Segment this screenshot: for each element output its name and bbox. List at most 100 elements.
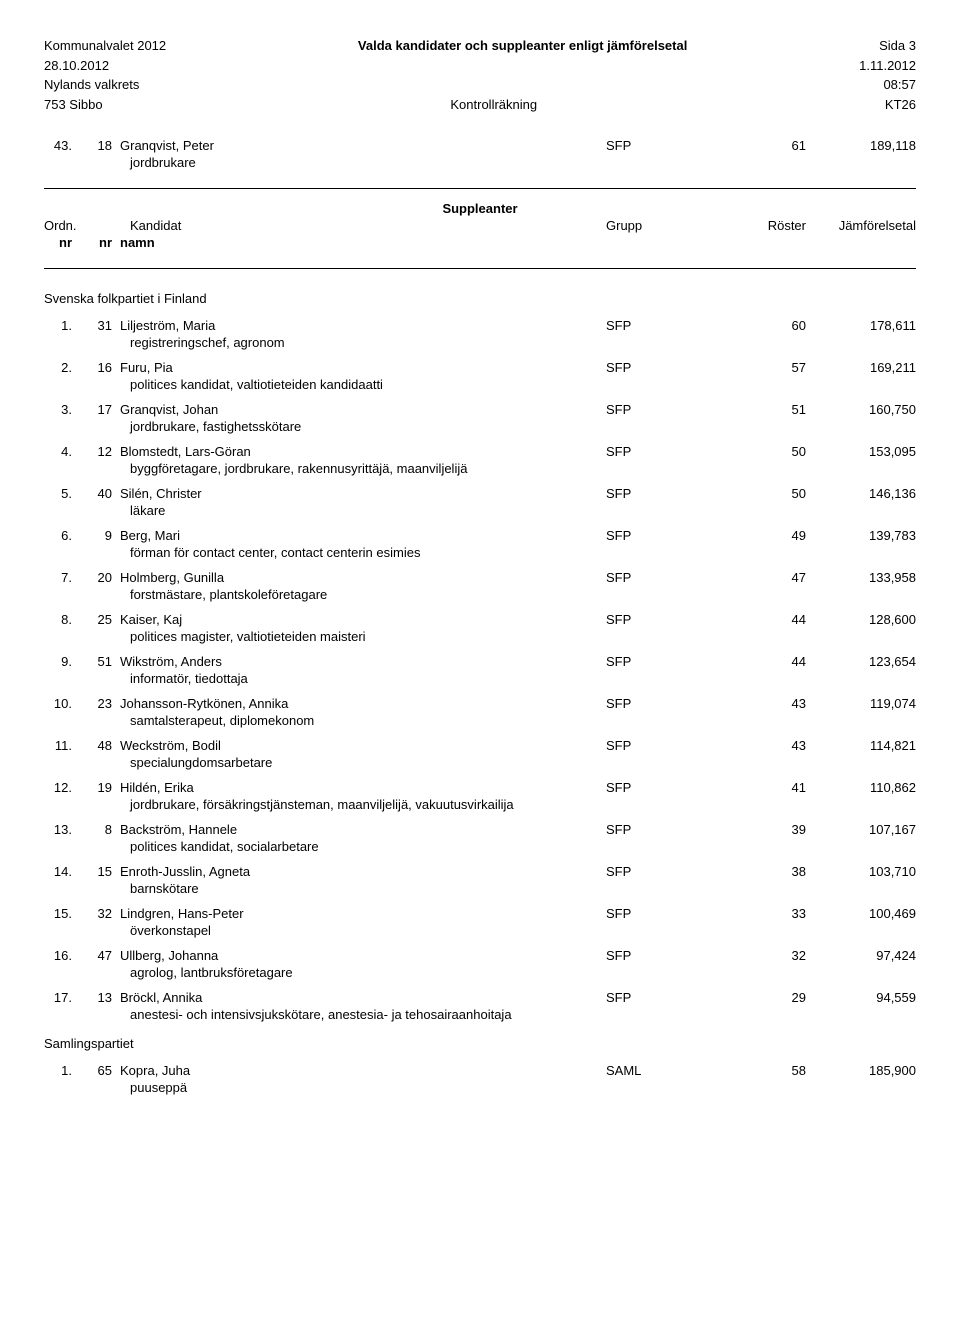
party-section-body: 1.31Liljeström, MariaSFP60178,611registr… — [44, 312, 916, 1026]
ord-no: 4. — [44, 444, 82, 459]
occupation: anestesi- och intensivsjukskötare, anest… — [44, 1005, 916, 1026]
ord-no: 2. — [44, 360, 82, 375]
occupation: förman för contact center, contact cente… — [44, 543, 916, 564]
ord-no: 9. — [44, 654, 82, 669]
group: SFP — [606, 780, 716, 795]
votes: 44 — [716, 612, 806, 627]
votes: 43 — [716, 696, 806, 711]
votes: 50 — [716, 486, 806, 501]
group: SFP — [606, 990, 716, 1005]
table-row: 14.15Enroth-Jusslin, AgnetaSFP38103,710 — [44, 858, 916, 879]
ord-no: 5. — [44, 486, 82, 501]
cand-name: Enroth-Jusslin, Agneta — [120, 864, 606, 879]
comparison: 107,167 — [806, 822, 916, 837]
group: SFP — [606, 612, 716, 627]
header-row-3: Nylands valkrets 08:57 — [44, 75, 916, 95]
cand-no: 12 — [82, 444, 120, 459]
cand-no: 23 — [82, 696, 120, 711]
kt-code: KT26 — [885, 95, 916, 115]
table-row: 3.17Granqvist, JohanSFP51160,750 — [44, 396, 916, 417]
group: SFP — [606, 318, 716, 333]
table-row: 7.20Holmberg, GunillaSFP47133,958 — [44, 564, 916, 585]
votes: 51 — [716, 402, 806, 417]
page: Kommunalvalet 2012 Valda kandidater och … — [0, 0, 960, 1344]
ord-no: 14. — [44, 864, 82, 879]
comparison: 146,136 — [806, 486, 916, 501]
ord-no: 43. — [44, 138, 82, 153]
cand-no: 18 — [82, 138, 120, 153]
votes: 44 — [716, 654, 806, 669]
cand-name: Backström, Hannele — [120, 822, 606, 837]
report-time: 08:57 — [883, 75, 916, 95]
electoral-district: Nylands valkrets — [44, 75, 139, 95]
table-row: 1.31Liljeström, MariaSFP60178,611 — [44, 312, 916, 333]
occupation: politices magister, valtiotieteiden mais… — [44, 627, 916, 648]
occupation: jordbrukare, fastighetsskötare — [44, 417, 916, 438]
table-row: 8.25Kaiser, KajSFP44128,600 — [44, 606, 916, 627]
occupation: registreringschef, agronom — [44, 333, 916, 354]
cand-no: 15 — [82, 864, 120, 879]
votes: 43 — [716, 738, 806, 753]
table-row: 5.40Silén, ChristerSFP50146,136 — [44, 480, 916, 501]
votes: 60 — [716, 318, 806, 333]
comparison: 169,211 — [806, 360, 916, 375]
cand-name: Kaiser, Kaj — [120, 612, 606, 627]
party-section-body: 1.65Kopra, JuhaSAML58185,900puuseppä — [44, 1057, 916, 1099]
cand-name: Bröckl, Annika — [120, 990, 606, 1005]
cand-no: 25 — [82, 612, 120, 627]
comparison: 114,821 — [806, 738, 916, 753]
votes: 49 — [716, 528, 806, 543]
table-head-row-1: Ordn. Kandidat Grupp Röster Jämförelseta… — [44, 218, 916, 233]
occupation: puuseppä — [44, 1078, 916, 1099]
group: SFP — [606, 738, 716, 753]
group: SFP — [606, 528, 716, 543]
table-row: 12.19Hildén, ErikaSFP41110,862 — [44, 774, 916, 795]
cand-no: 32 — [82, 906, 120, 921]
ord-no: 12. — [44, 780, 82, 795]
occupation: överkonstapel — [44, 921, 916, 942]
cand-no: 51 — [82, 654, 120, 669]
divider — [44, 188, 916, 189]
occupation: barnskötare — [44, 879, 916, 900]
group: SFP — [606, 570, 716, 585]
votes: 57 — [716, 360, 806, 375]
th-nr1: nr — [44, 235, 82, 250]
table-row: 4.12Blomstedt, Lars-GöranSFP50153,095 — [44, 438, 916, 459]
th-kandidat: Kandidat — [130, 218, 606, 233]
votes: 41 — [716, 780, 806, 795]
cand-name: Liljeström, Maria — [120, 318, 606, 333]
ord-no: 6. — [44, 528, 82, 543]
votes: 58 — [716, 1063, 806, 1078]
report-title: Valda kandidater och suppleanter enligt … — [166, 36, 879, 56]
cand-no: 20 — [82, 570, 120, 585]
table-row: 13.8Backström, HanneleSFP39107,167 — [44, 816, 916, 837]
group: SFP — [606, 402, 716, 417]
occupation: samtalsterapeut, diplomekonom — [44, 711, 916, 732]
cand-no: 47 — [82, 948, 120, 963]
cand-no: 8 — [82, 822, 120, 837]
comparison: 97,424 — [806, 948, 916, 963]
cand-name: Ullberg, Johanna — [120, 948, 606, 963]
cand-name: Furu, Pia — [120, 360, 606, 375]
ord-no: 15. — [44, 906, 82, 921]
comparison: 94,559 — [806, 990, 916, 1005]
cand-no: 19 — [82, 780, 120, 795]
cand-no: 17 — [82, 402, 120, 417]
table-row: 6.9Berg, MariSFP49139,783 — [44, 522, 916, 543]
table-row: 9.51Wikström, AndersSFP44123,654 — [44, 648, 916, 669]
table-head-row-2: nr nr namn — [44, 233, 916, 254]
occupation: informatör, tiedottaja — [44, 669, 916, 690]
comparison: 119,074 — [806, 696, 916, 711]
th-ordn: Ordn. — [44, 218, 130, 233]
page-number: Sida 3 — [879, 36, 916, 56]
table-row: 16.47Ullberg, JohannaSFP3297,424 — [44, 942, 916, 963]
print-date: 28.10.2012 — [44, 56, 109, 76]
cand-no: 13 — [82, 990, 120, 1005]
group: SFP — [606, 654, 716, 669]
votes: 29 — [716, 990, 806, 1005]
th-grupp: Grupp — [606, 218, 716, 233]
election-name: Kommunalvalet 2012 — [44, 36, 166, 56]
cand-name: Kopra, Juha — [120, 1063, 606, 1078]
comparison: 100,469 — [806, 906, 916, 921]
comparison: 128,600 — [806, 612, 916, 627]
